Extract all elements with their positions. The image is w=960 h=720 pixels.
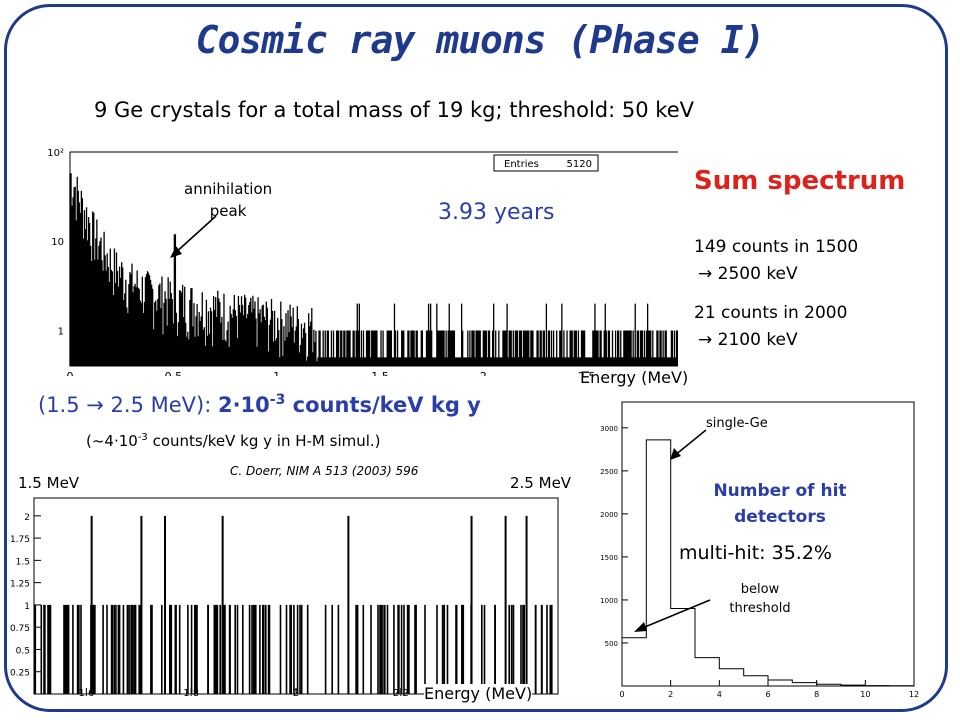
y-tick-label: 1.25 bbox=[10, 580, 30, 590]
below-threshold-label: below threshold bbox=[700, 580, 820, 618]
x-tick-label: 2 bbox=[668, 690, 673, 699]
bottom-left-edge-label: 1.5 MeV bbox=[18, 474, 80, 492]
x-tick-label: 1.5 bbox=[371, 370, 389, 376]
hit-heading-line2: detectors bbox=[734, 507, 826, 527]
multi-hit-label: multi-hit: 35.2% bbox=[679, 542, 832, 564]
hit-detectors-heading: Number of hit detectors bbox=[660, 478, 900, 530]
rate-unit: counts/keV kg y bbox=[285, 393, 481, 417]
citation: C. Doerr, NIM A 513 (2003) 596 bbox=[230, 464, 419, 478]
x-tick-label: 1.6 bbox=[78, 688, 94, 699]
x-tick-label: 10 bbox=[860, 690, 870, 699]
sim-prefix: (~4·10 bbox=[86, 432, 138, 450]
y-tick-label: 1000 bbox=[600, 597, 618, 605]
single-ge-arrow bbox=[670, 429, 707, 460]
spectrum-bars bbox=[69, 173, 678, 366]
slide-title: Cosmic ray muons (Phase I) bbox=[195, 18, 766, 62]
y-tick-label: 2500 bbox=[600, 468, 618, 476]
count-summary-2: 21 counts in 2000 → 2100 keV bbox=[694, 300, 847, 354]
annihilation-line2: peak bbox=[209, 202, 247, 220]
count-bars bbox=[33, 604, 553, 694]
slide-frame bbox=[4, 4, 948, 712]
x-tick-label: 2.2 bbox=[393, 688, 409, 699]
annihilation-line1: annihilation bbox=[184, 180, 273, 198]
count-summary-2a: 21 counts in 2000 bbox=[694, 303, 848, 323]
annihilation-arrow bbox=[170, 215, 217, 258]
x-tick-label: 2.5 bbox=[578, 370, 596, 376]
stats-box bbox=[493, 154, 599, 172]
slide-subtitle: 9 Ge crystals for a total mass of 19 kg;… bbox=[94, 98, 694, 122]
y-tick-label: 0.75 bbox=[10, 624, 30, 634]
x-tick-label: 6 bbox=[765, 690, 770, 699]
x-tick-label: 0 bbox=[67, 370, 74, 376]
y-tick-label: 1 bbox=[58, 326, 64, 337]
x-tick-label: 1 bbox=[273, 370, 280, 376]
y-tick-label: 1500 bbox=[600, 554, 618, 562]
count-summary-1b: → 2500 keV bbox=[698, 264, 798, 284]
count-summary-1a: 149 counts in 1500 bbox=[694, 237, 859, 257]
below-line2: threshold bbox=[729, 601, 791, 616]
y-tick-label: 1.5 bbox=[16, 557, 30, 567]
hit-heading-line1: Number of hit bbox=[713, 481, 847, 501]
rate-prefix: (1.5 → 2.5 MeV): bbox=[38, 393, 218, 417]
bottom-right-edge-label: 2.5 MeV bbox=[510, 474, 572, 492]
x-tick-label: 0 bbox=[619, 690, 624, 699]
y-tick-label: 0.25 bbox=[10, 669, 30, 679]
y-tick-label: 2000 bbox=[600, 511, 618, 519]
x-tick-label: 2 bbox=[480, 370, 487, 376]
rate-value: 2·10 bbox=[217, 393, 270, 417]
y-tick-label: 0.5 bbox=[16, 646, 30, 656]
y-tick-label: 1 bbox=[24, 602, 30, 612]
simulation-rate: (~4·10-3 counts/keV kg y in H-M simul.) bbox=[86, 432, 381, 450]
x-tick-label: 0.5 bbox=[165, 370, 183, 376]
sum-spectrum-chart: 11010²00.511.522.53 Entries 5120 bbox=[47, 148, 678, 376]
single-ge-label: single-Ge bbox=[706, 416, 768, 431]
y-tick-label: 10² bbox=[47, 148, 64, 159]
count-summary-1: 149 counts in 1500 → 2500 keV bbox=[694, 234, 858, 288]
sim-exponent: -3 bbox=[137, 432, 148, 443]
x-tick-label: 4 bbox=[717, 690, 722, 699]
below-line1: below bbox=[740, 582, 780, 597]
multiplicity-histogram bbox=[621, 439, 915, 687]
y-tick-label: 2 bbox=[24, 513, 30, 523]
bottom-energy-axis-label: Energy (MeV) bbox=[424, 684, 533, 703]
y-tick-label: 1.75 bbox=[10, 535, 30, 545]
x-tick-label: 12 bbox=[909, 690, 919, 699]
x-tick-label: 8 bbox=[814, 690, 819, 699]
y-tick-label: 500 bbox=[605, 640, 618, 648]
count-summary-2b: → 2100 keV bbox=[698, 330, 798, 350]
sim-suffix: counts/keV kg y in H-M simul.) bbox=[147, 432, 381, 450]
top-energy-axis-label: Energy (MeV) bbox=[580, 368, 689, 387]
below-threshold-arrow bbox=[634, 599, 711, 632]
stats-entries-value: 5120 bbox=[567, 159, 592, 170]
x-tick-label: 2 bbox=[293, 688, 299, 699]
live-time-label: 3.93 years bbox=[438, 200, 555, 225]
hit-detectors-chart: 500 1000 1500 2000 2500 3000 0 2 4 6 8 10 12 bbox=[600, 401, 919, 699]
rate-exponent: -3 bbox=[269, 392, 286, 408]
background-rate: (1.5 → 2.5 MeV): 2·10-3 counts/keV kg y bbox=[38, 392, 481, 417]
y-tick-label: 10 bbox=[51, 237, 64, 248]
annihilation-label: annihilation peak bbox=[184, 178, 272, 222]
sum-spectrum-heading: Sum spectrum bbox=[694, 166, 906, 196]
y-tick-label: 3000 bbox=[600, 425, 618, 433]
stats-entries-label: Entries bbox=[504, 159, 539, 170]
